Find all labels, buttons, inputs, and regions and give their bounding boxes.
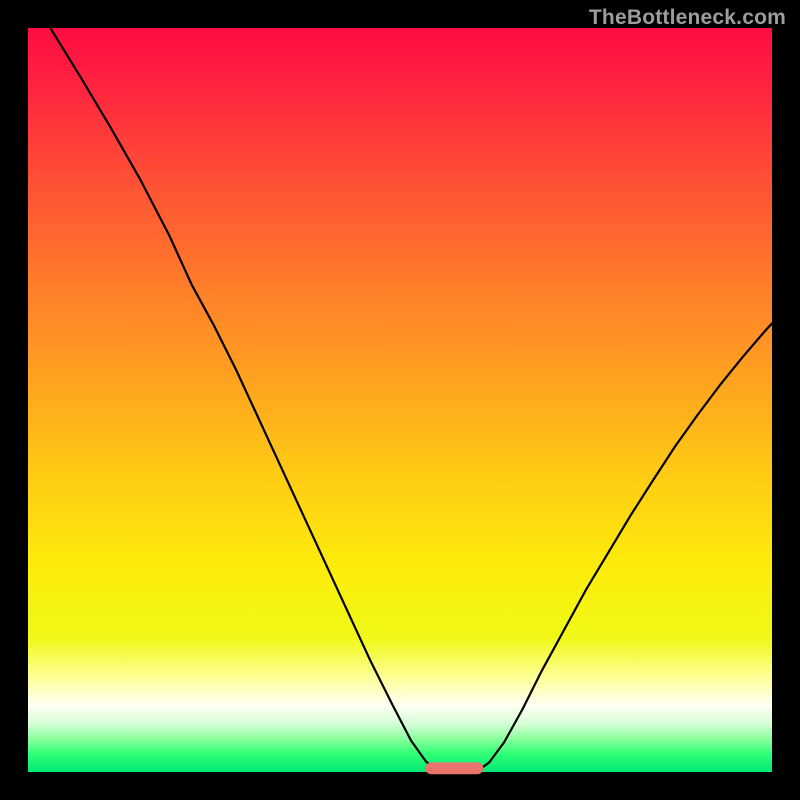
bottleneck-chart <box>0 0 800 800</box>
watermark-text: TheBottleneck.com <box>589 6 786 30</box>
optimum-marker <box>425 762 483 774</box>
plot-background <box>28 28 772 772</box>
